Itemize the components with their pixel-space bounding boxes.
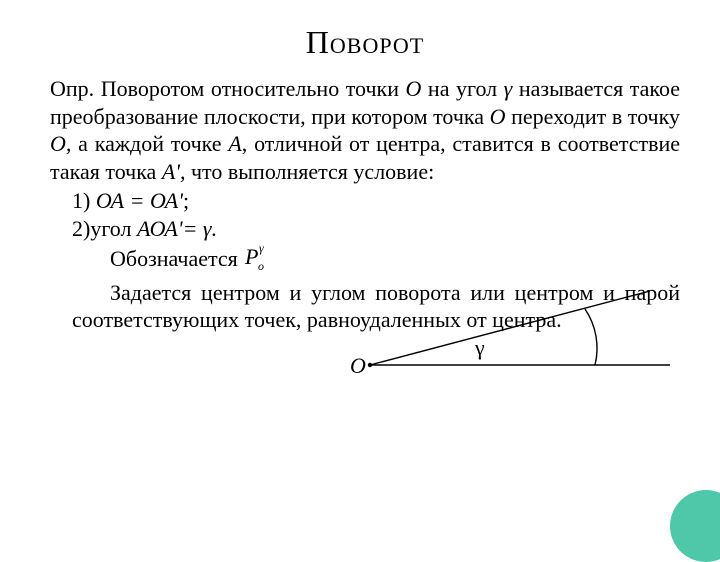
def-prefix: Опр. (50, 76, 101, 101)
diagram-label-O: О (350, 353, 366, 378)
def-t7: что выполняется условие: (185, 159, 434, 184)
diagram-label-gamma: γ (474, 335, 485, 360)
def-t1: Поворотом относительно точки (101, 76, 406, 101)
formula-P: P (244, 244, 258, 269)
formula-sup: γ (259, 242, 264, 255)
diagram-origin-point (368, 363, 372, 367)
cond1-num: 1) (72, 188, 96, 213)
condition-2: 2)угол АОА'= γ. (50, 215, 372, 243)
cond2-num: 2) (72, 216, 90, 241)
def-A2: А', (162, 159, 186, 184)
condition-1: 1) ОА = ОА'; (50, 187, 680, 215)
diagram-arc (585, 309, 597, 365)
notation-line: Обозначается P γ o (50, 242, 680, 279)
def-t2: на угол (421, 76, 503, 101)
page-title: Поворот (50, 24, 680, 61)
notation-label: Обозначается (110, 246, 238, 271)
angle-diagram: О γ (350, 285, 680, 395)
notation-formula: P γ o (243, 242, 275, 279)
cond1-tail: ; (183, 188, 189, 213)
cond2-word: угол (90, 216, 137, 241)
definition-paragraph: Опр. Поворотом относительно точки О на у… (50, 75, 680, 185)
def-O1: О (406, 76, 422, 101)
def-O3: О, (50, 131, 71, 156)
formula-sub: o (258, 259, 264, 272)
cond1-eq: ОА = ОА' (96, 188, 183, 213)
def-A1: А (228, 131, 241, 156)
def-O2: О (490, 104, 506, 129)
cond2-eq: АОА'= γ. (137, 216, 217, 241)
def-t4: переходит в точку (506, 104, 680, 129)
diagram-ray-angled (370, 291, 650, 365)
def-t5: а каждой точке (71, 131, 228, 156)
